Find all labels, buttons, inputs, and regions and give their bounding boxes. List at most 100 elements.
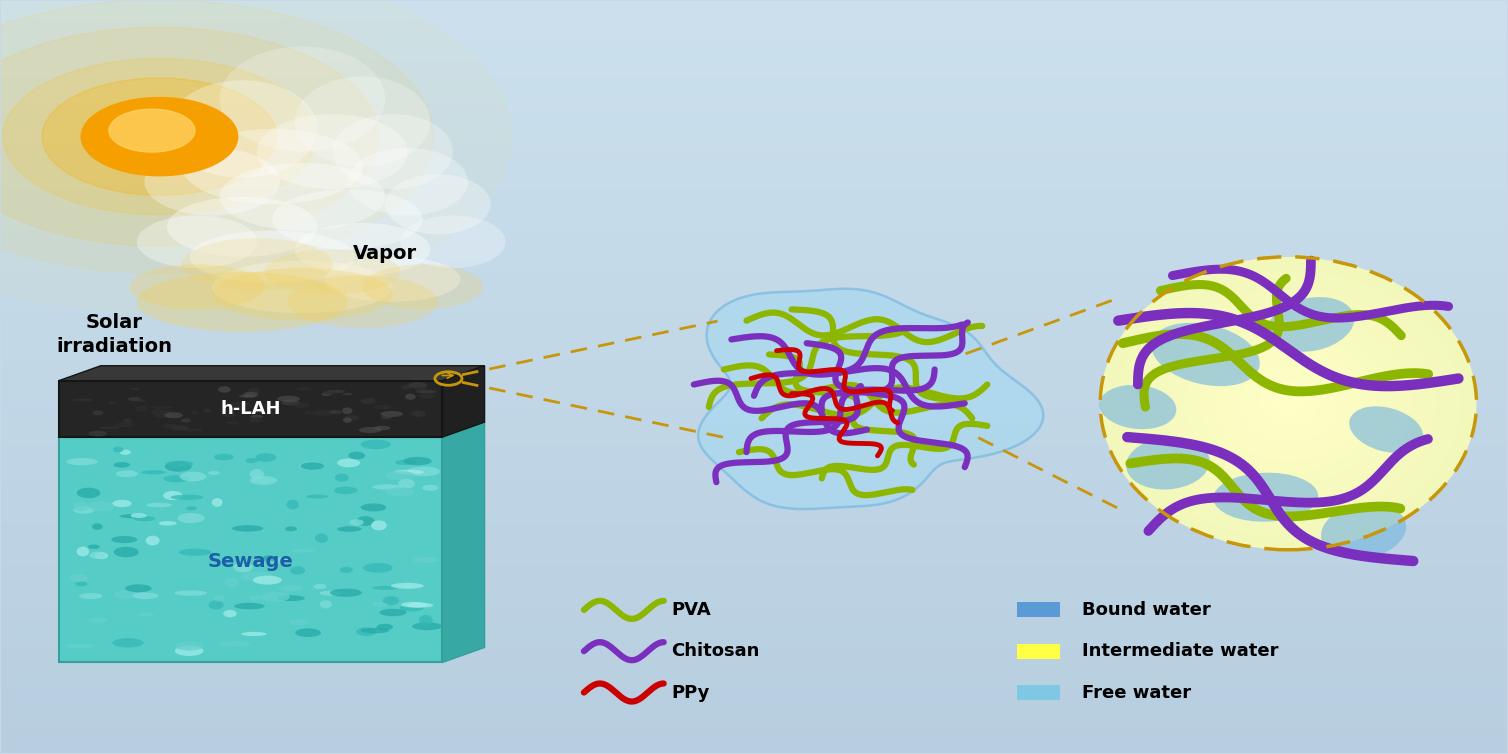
Ellipse shape — [243, 392, 258, 397]
Ellipse shape — [116, 470, 139, 477]
Circle shape — [81, 97, 238, 176]
Ellipse shape — [220, 163, 385, 231]
Ellipse shape — [72, 506, 95, 513]
Ellipse shape — [92, 410, 104, 415]
Ellipse shape — [92, 523, 103, 530]
Circle shape — [0, 27, 379, 246]
Ellipse shape — [320, 600, 332, 608]
Ellipse shape — [412, 622, 442, 630]
Ellipse shape — [119, 449, 131, 455]
Ellipse shape — [152, 413, 172, 418]
Ellipse shape — [163, 424, 178, 428]
Ellipse shape — [78, 593, 103, 599]
Ellipse shape — [163, 475, 188, 483]
Circle shape — [42, 78, 277, 195]
Ellipse shape — [391, 583, 424, 589]
Bar — [1018, 602, 1060, 618]
Ellipse shape — [253, 575, 282, 584]
Ellipse shape — [182, 428, 202, 431]
Ellipse shape — [296, 388, 312, 391]
Ellipse shape — [296, 76, 430, 167]
Ellipse shape — [300, 462, 324, 470]
Ellipse shape — [338, 526, 362, 532]
Ellipse shape — [401, 385, 412, 389]
Ellipse shape — [142, 470, 166, 474]
Ellipse shape — [149, 406, 172, 409]
Ellipse shape — [265, 250, 400, 294]
Ellipse shape — [95, 552, 109, 559]
Ellipse shape — [412, 410, 425, 417]
Ellipse shape — [273, 189, 422, 250]
Ellipse shape — [1099, 385, 1176, 429]
Text: Chitosan: Chitosan — [671, 642, 760, 661]
Ellipse shape — [372, 602, 388, 607]
Ellipse shape — [223, 610, 237, 618]
Ellipse shape — [213, 268, 392, 320]
Ellipse shape — [109, 401, 118, 404]
Ellipse shape — [279, 585, 303, 591]
Ellipse shape — [1126, 437, 1209, 489]
Ellipse shape — [175, 642, 204, 651]
Ellipse shape — [345, 415, 359, 421]
Text: Bound water: Bound water — [1083, 601, 1211, 619]
Ellipse shape — [131, 513, 146, 518]
Ellipse shape — [77, 547, 89, 556]
Ellipse shape — [250, 415, 262, 418]
Ellipse shape — [294, 402, 311, 408]
Ellipse shape — [386, 471, 416, 480]
Ellipse shape — [290, 619, 308, 625]
Ellipse shape — [348, 452, 365, 459]
Ellipse shape — [170, 425, 188, 431]
Ellipse shape — [314, 584, 327, 589]
Text: Intermediate water: Intermediate water — [1083, 642, 1279, 661]
Ellipse shape — [1350, 406, 1424, 453]
Ellipse shape — [320, 590, 342, 596]
Ellipse shape — [409, 382, 427, 388]
Ellipse shape — [385, 174, 490, 234]
Ellipse shape — [255, 453, 276, 462]
Text: PVA: PVA — [671, 601, 710, 619]
Ellipse shape — [112, 500, 131, 507]
Polygon shape — [59, 381, 442, 437]
Ellipse shape — [213, 261, 392, 313]
Ellipse shape — [137, 216, 258, 268]
Ellipse shape — [170, 495, 204, 500]
Ellipse shape — [72, 399, 93, 401]
Polygon shape — [59, 366, 484, 381]
Ellipse shape — [356, 516, 374, 526]
Ellipse shape — [377, 624, 394, 630]
Ellipse shape — [220, 47, 385, 152]
Ellipse shape — [151, 409, 172, 415]
Ellipse shape — [145, 148, 280, 216]
Text: h-LAH: h-LAH — [220, 400, 280, 418]
Ellipse shape — [133, 593, 158, 599]
Ellipse shape — [299, 461, 324, 470]
Ellipse shape — [137, 612, 154, 616]
Ellipse shape — [89, 552, 107, 559]
Ellipse shape — [342, 418, 351, 423]
Ellipse shape — [115, 590, 137, 599]
Ellipse shape — [130, 265, 265, 309]
Ellipse shape — [360, 398, 375, 404]
Ellipse shape — [226, 421, 240, 425]
Ellipse shape — [362, 265, 483, 309]
Ellipse shape — [249, 416, 262, 422]
Ellipse shape — [422, 485, 439, 491]
Ellipse shape — [113, 446, 124, 452]
Ellipse shape — [277, 396, 300, 402]
Ellipse shape — [261, 592, 290, 602]
Ellipse shape — [240, 395, 255, 397]
Ellipse shape — [419, 394, 436, 398]
Ellipse shape — [288, 275, 437, 328]
Ellipse shape — [178, 513, 205, 523]
Ellipse shape — [296, 628, 321, 637]
Ellipse shape — [69, 574, 87, 582]
Ellipse shape — [416, 390, 437, 394]
Ellipse shape — [1321, 503, 1405, 559]
Ellipse shape — [329, 410, 342, 414]
Ellipse shape — [214, 595, 225, 602]
Text: Vapor: Vapor — [353, 244, 418, 262]
Ellipse shape — [372, 586, 398, 590]
Circle shape — [3, 59, 317, 215]
Bar — [1018, 644, 1060, 659]
